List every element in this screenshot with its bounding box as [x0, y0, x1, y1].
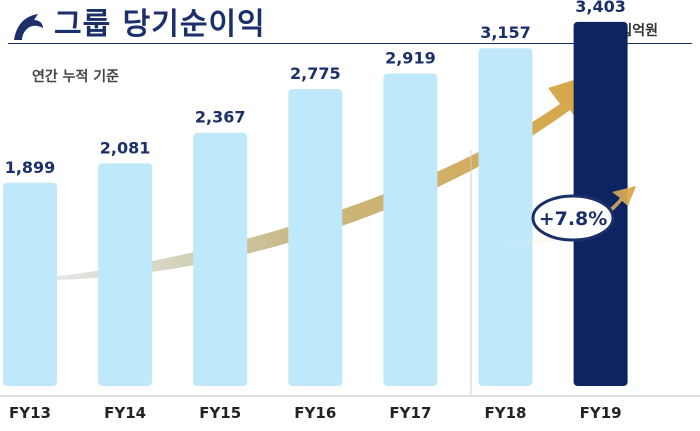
value-label-fy17: 2,919 [385, 49, 436, 68]
bar-fy13 [3, 182, 57, 386]
category-label-fy19: FY19 [580, 404, 622, 422]
bar-fy14 [98, 163, 153, 386]
category-label-fy18: FY18 [485, 404, 527, 422]
category-label-fy13: FY13 [9, 404, 51, 422]
logo-icon [14, 14, 43, 40]
category-label-fy15: FY15 [199, 404, 241, 422]
value-label-fy16: 2,775 [290, 64, 341, 83]
title-divider [8, 43, 692, 44]
bar-fy15 [193, 132, 248, 386]
page-title: 그룹 당기순이익 [54, 7, 266, 42]
growth-label: +7.8% [539, 208, 608, 230]
bar-fy17 [383, 73, 438, 387]
value-label-fy13: 1,899 [5, 158, 56, 177]
category-label-fy17: FY17 [389, 404, 431, 422]
category-label-fy16: FY16 [294, 404, 336, 422]
category-label-fy14: FY14 [104, 404, 146, 422]
growth-badge [531, 194, 615, 242]
value-label-fy14: 2,081 [100, 138, 151, 157]
value-label-fy19: 3,403 [575, 0, 626, 16]
bar-fy18 [478, 48, 533, 387]
value-label-fy18: 3,157 [480, 23, 531, 42]
value-label-fy15: 2,367 [195, 108, 246, 127]
subtitle: 연간 누적 기준 [32, 69, 120, 85]
bar-fy16 [288, 89, 343, 386]
